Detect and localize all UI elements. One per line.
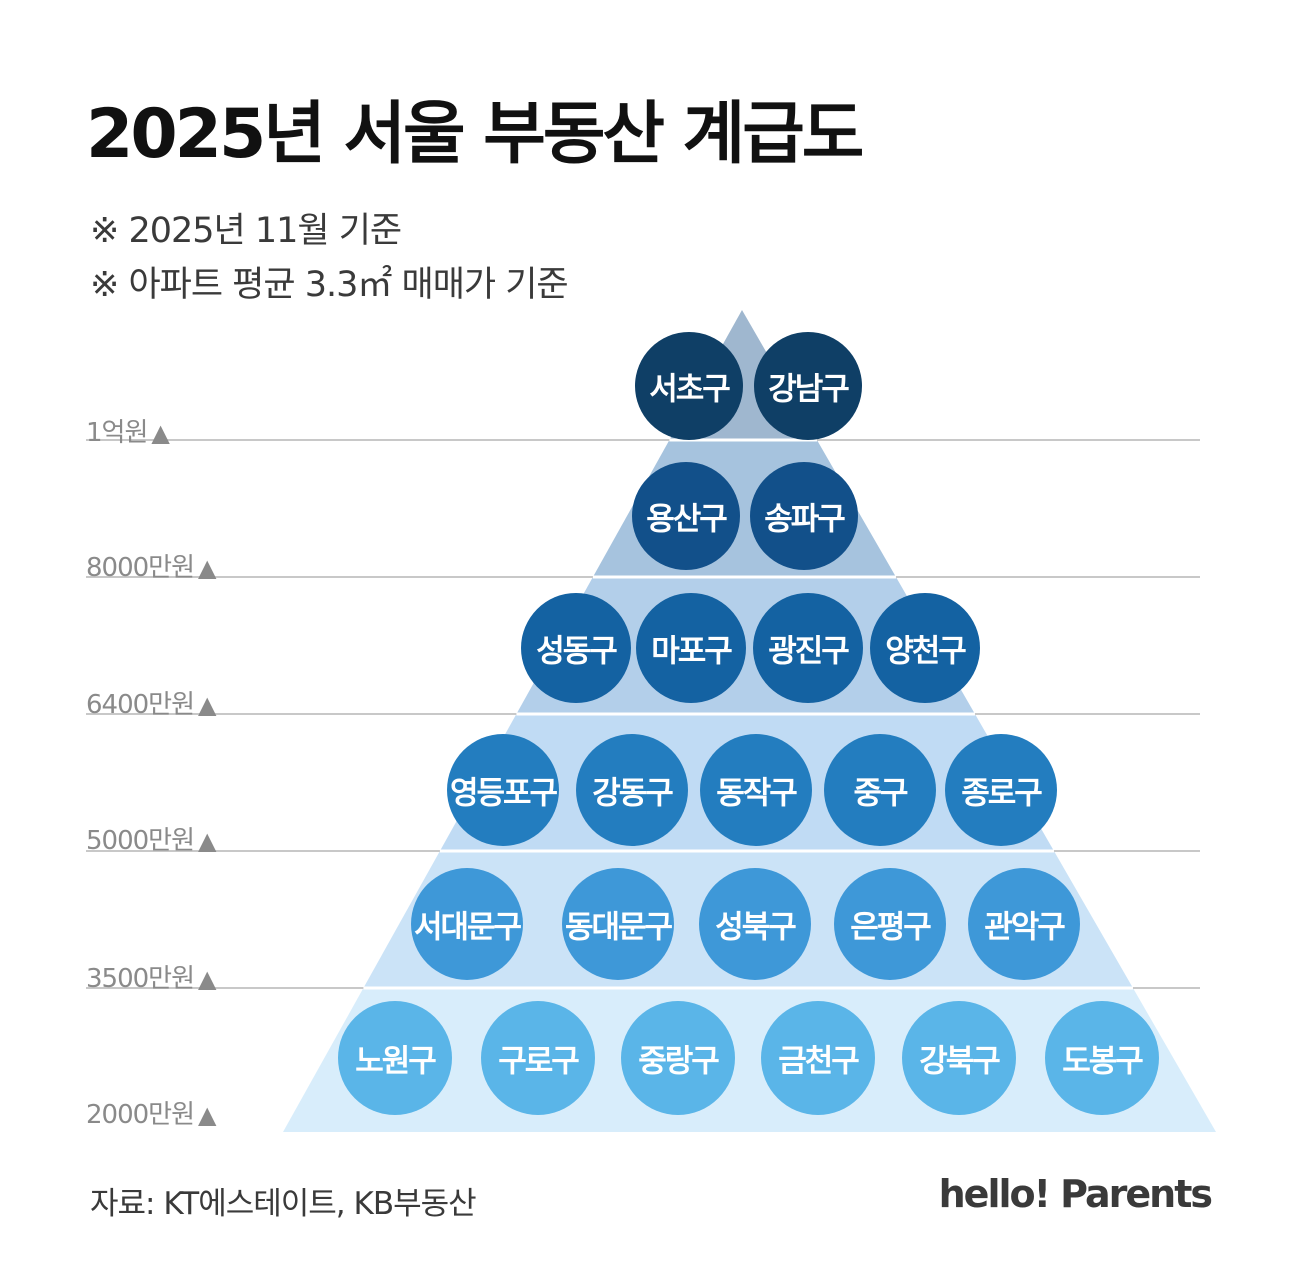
level-label-text: 8000만원 (86, 553, 195, 583)
level-label-text: 5000만원 (86, 826, 195, 856)
triangle-up-icon: ▲ (198, 965, 216, 993)
district-label: 강동구 (592, 775, 674, 812)
page-title: 2025년 서울 부동산 계급도 (86, 95, 864, 174)
district-bubble (338, 1001, 452, 1115)
district-label: 노원구 (355, 1043, 437, 1080)
district-bubble (968, 868, 1080, 980)
triangle-up-icon: ▲ (198, 554, 216, 582)
district-label: 동대문구 (564, 909, 673, 946)
triangle-up-icon: ▲ (198, 827, 216, 855)
district-bubble (761, 1001, 875, 1115)
district-label: 강남구 (768, 371, 850, 408)
district-label: 은평구 (850, 909, 932, 946)
source-credit: 자료: KT에스테이트, KB부동산 (90, 1186, 477, 1222)
level-label-text: 1억원 (86, 418, 148, 448)
district-label: 서초구 (649, 371, 731, 408)
district-label: 관악구 (984, 909, 1066, 946)
district-bubble (636, 593, 746, 703)
district-bubble (632, 462, 740, 570)
district-label: 도봉구 (1062, 1043, 1144, 1080)
district-bubble (700, 734, 812, 846)
district-bubble (754, 332, 862, 440)
triangle-up-icon: ▲ (198, 691, 216, 719)
district-label: 서대문구 (413, 909, 522, 946)
note-date: ※ 2025년 11월 기준 (90, 211, 402, 251)
district-bubble (481, 1001, 595, 1115)
note-basis: ※ 아파트 평균 3.3㎡ 매매가 기준 (90, 265, 569, 305)
district-label: 강북구 (919, 1043, 1001, 1080)
district-label: 마포구 (651, 633, 733, 670)
district-label: 영등포구 (449, 775, 558, 812)
level-label-4: 5000만원 ▲ (86, 820, 217, 857)
district-bubble (750, 462, 858, 570)
brand-logo: hello! Parents (938, 1172, 1213, 1216)
district-label: 동작구 (716, 775, 798, 812)
district-label: 중랑구 (638, 1043, 720, 1080)
triangle-up-icon: ▲ (198, 1101, 216, 1129)
level-label-text: 3500만원 (86, 964, 195, 994)
district-bubble (411, 868, 523, 980)
level-label-1: 1억원 ▲ (86, 412, 170, 449)
district-label: 성북구 (715, 909, 797, 946)
level-label-3: 6400만원 ▲ (86, 684, 217, 721)
level-label-2: 8000만원 ▲ (86, 547, 217, 584)
level-label-6: 2000만원 ▲ (86, 1094, 217, 1131)
district-label: 양천구 (885, 633, 967, 670)
level-label-text: 6400만원 (86, 690, 195, 720)
district-bubble (635, 332, 743, 440)
district-bubble (824, 734, 936, 846)
district-bubble (1045, 1001, 1159, 1115)
district-bubbles (338, 332, 1159, 1115)
district-bubble (576, 734, 688, 846)
district-label: 금천구 (778, 1043, 860, 1080)
district-bubble (447, 734, 559, 846)
district-bubble (621, 1001, 735, 1115)
level-label-5: 3500만원 ▲ (86, 958, 217, 995)
level-label-text: 2000만원 (86, 1100, 195, 1130)
district-label: 광진구 (768, 633, 850, 670)
district-label: 성동구 (536, 633, 618, 670)
district-bubble (945, 734, 1057, 846)
district-bubble (902, 1001, 1016, 1115)
district-bubble (834, 868, 946, 980)
level-lines (86, 438, 1200, 990)
district-label: 종로구 (961, 775, 1043, 812)
district-bubble (753, 593, 863, 703)
district-label: 구로구 (498, 1043, 580, 1080)
district-bubble (699, 868, 811, 980)
district-bubble (870, 593, 980, 703)
triangle-up-icon: ▲ (151, 419, 169, 447)
district-label: 중구 (853, 775, 908, 812)
district-label: 용산구 (646, 501, 728, 538)
district-label: 송파구 (764, 501, 846, 538)
district-bubble (562, 868, 674, 980)
district-bubble (521, 593, 631, 703)
